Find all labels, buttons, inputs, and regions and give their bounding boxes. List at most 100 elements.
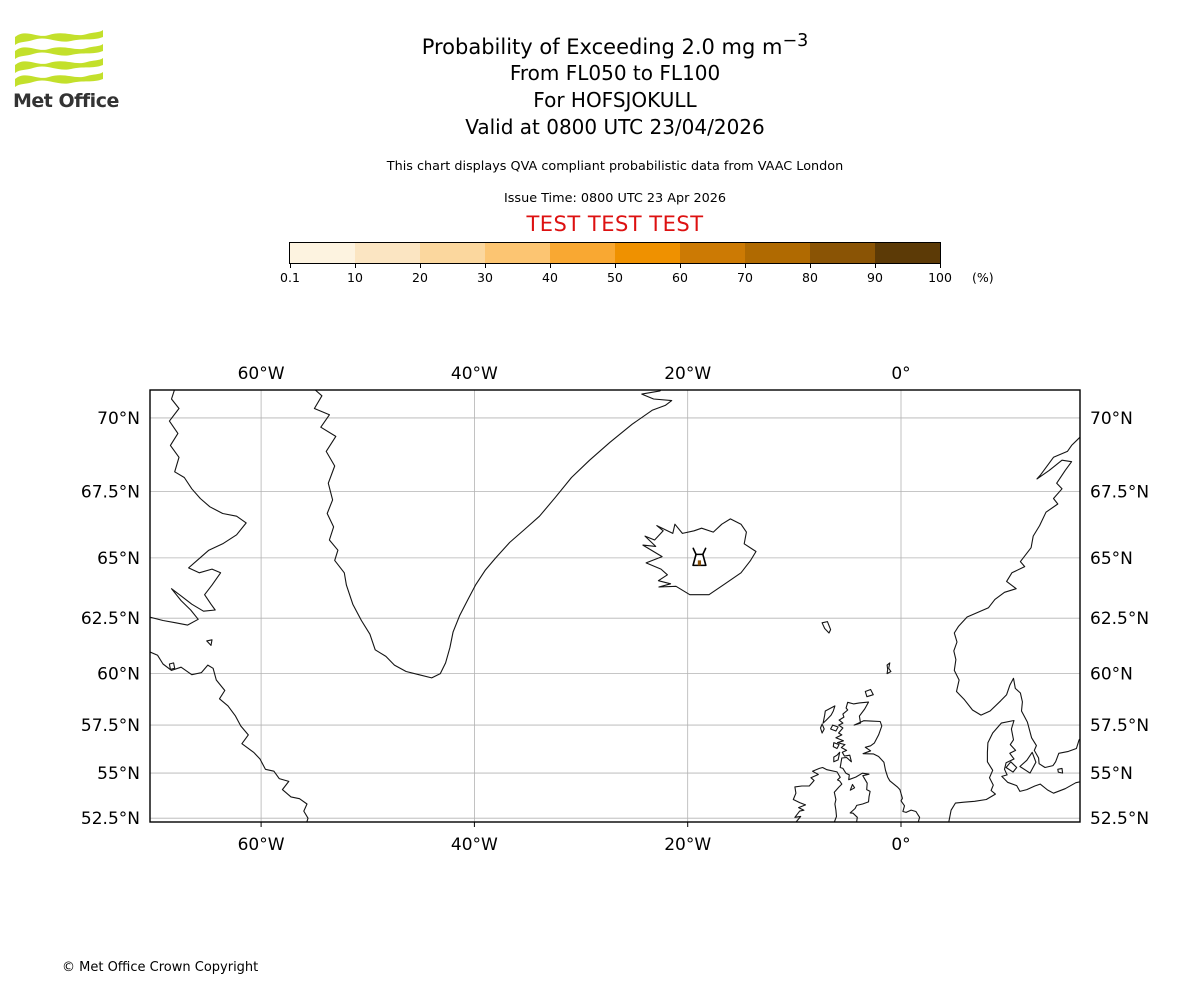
coastline [1019, 751, 1037, 774]
coastline [819, 723, 825, 734]
colorbar-tick-label: 40 [542, 270, 558, 285]
coastline [808, 384, 816, 387]
y-axis-label-right: 67.5°N [1090, 483, 1149, 503]
colorbar-tick-label: 10 [347, 270, 363, 285]
copyright-text: © Met Office Crown Copyright [62, 960, 259, 975]
coastline [864, 688, 874, 698]
subtitle-flight-levels: From FL050 to FL100 [509, 61, 721, 85]
colorbar-unit-label: (%) [972, 270, 994, 285]
issue-time-text: Issue Time: 0800 UTC 23 Apr 2026 [503, 191, 727, 206]
coastline [168, 662, 176, 670]
coastline [642, 518, 757, 596]
coastline [206, 639, 213, 646]
colorbar-tick-label: 70 [737, 270, 753, 285]
x-axis-label-bottom: 0° [891, 835, 910, 855]
coastline [821, 621, 832, 634]
page-title: Probability of Exceeding 2.0 mg m−3 [421, 31, 809, 59]
coastline [886, 662, 892, 675]
metoffice-logo-text: Met Office [13, 90, 119, 112]
y-axis-label-right: 55°N [1090, 764, 1133, 784]
coastline [1005, 761, 1018, 773]
colorbar-segment [615, 243, 680, 263]
colorbar-tick-label: 100 [928, 270, 952, 285]
colorbar-segment [550, 243, 615, 263]
volcano-icon [692, 553, 707, 567]
volcano-vent-icon [692, 547, 707, 556]
y-axis-label-left: 70°N [97, 409, 140, 429]
colorbar-tick-label: 20 [412, 270, 428, 285]
y-axis-label-right: 52.5°N [1090, 809, 1149, 829]
x-axis-label-bottom: 40°W [451, 835, 498, 855]
colorbar-tick-label: 50 [607, 270, 623, 285]
coastline [830, 724, 839, 732]
coastline [832, 742, 840, 750]
colorbar-tick [809, 263, 811, 268]
y-axis-label-left: 60°N [97, 665, 140, 685]
colorbar-frame [289, 242, 941, 264]
colorbar-segment [485, 243, 550, 263]
coastline [150, 390, 247, 626]
x-axis-label-bottom: 20°W [664, 835, 711, 855]
x-axis-label-top: 60°W [238, 364, 285, 384]
colorbar-tick [484, 263, 486, 268]
y-axis-label-right: 70°N [1090, 409, 1133, 429]
y-axis-label-right: 65°N [1090, 549, 1133, 569]
coastline [835, 701, 921, 822]
colorbar-tick [614, 263, 616, 268]
colorbar-tick-label: 90 [867, 270, 883, 285]
title-superscript: −3 [782, 31, 809, 51]
colorbar-tick [874, 263, 876, 268]
y-axis-label-right: 60°N [1090, 665, 1133, 685]
probability-colorbar: 0.1 10 20 30 40 50 60 70 80 90 100 (%) [280, 242, 994, 285]
coastline [150, 651, 309, 822]
coastline [313, 390, 673, 679]
coastline [953, 436, 1080, 769]
coastline [833, 751, 841, 763]
colorbar-segment [810, 243, 875, 263]
y-axis-label-left: 57.5°N [81, 716, 140, 736]
subtitle-valid-time: Valid at 0800 UTC 23/04/2026 [465, 115, 765, 139]
x-axis-label-bottom: 60°W [238, 835, 285, 855]
x-axis-label-top: 0° [891, 364, 910, 384]
colorbar-segment [680, 243, 745, 263]
subtitle-volcano: For HOFSJOKULL [533, 88, 697, 112]
y-axis-label-right: 62.5°N [1090, 609, 1149, 629]
volcano-marker [692, 547, 707, 567]
y-axis-label-left: 55°N [97, 764, 140, 784]
coastline [849, 783, 856, 791]
colorbar-tick-label: 60 [672, 270, 688, 285]
coastline [792, 766, 843, 822]
colorbar-segment [745, 243, 810, 263]
colorbar-tick [549, 263, 551, 268]
colorbar-tick [419, 263, 421, 268]
colorbar-segment [290, 243, 355, 263]
coastline [948, 719, 1080, 822]
colorbar-tick [744, 263, 746, 268]
colorbar-segment [420, 243, 485, 263]
x-axis-label-top: 20°W [664, 364, 711, 384]
coastline [1057, 767, 1064, 774]
colorbar-tick-label: 0.1 [280, 270, 300, 285]
colorbar-segment [875, 243, 940, 263]
disclaimer-text: This chart displays QVA compliant probab… [386, 159, 844, 174]
volcano-lava-mark [697, 560, 702, 566]
y-axis-label-left: 52.5°N [81, 809, 140, 829]
y-axis-label-left: 62.5°N [81, 609, 140, 629]
colorbar-tick [679, 263, 681, 268]
map-canvas: 60°W 60°W 40°W 40°W 20°W 20°W 0° 0° 70°N 70°N 67.5… [81, 364, 1149, 855]
metoffice-logo: Met Office [13, 26, 123, 112]
colorbar-tick [354, 263, 356, 268]
test-banner: TEST TEST TEST [526, 212, 704, 236]
map-frame [149, 389, 1081, 823]
title-block: Probability of Exceeding 2.0 mg m−3 From… [15, 28, 1200, 141]
y-axis-label-right: 57.5°N [1090, 716, 1149, 736]
y-axis-label-left: 65°N [97, 549, 140, 569]
colorbar-tick-label: 30 [477, 270, 493, 285]
x-axis-label-top: 40°W [451, 364, 498, 384]
colorbar-tick-label: 80 [802, 270, 818, 285]
colorbar-tick [939, 263, 941, 268]
colorbar-tick [289, 263, 291, 268]
colorbar-segment [355, 243, 420, 263]
y-axis-label-left: 67.5°N [81, 483, 140, 503]
